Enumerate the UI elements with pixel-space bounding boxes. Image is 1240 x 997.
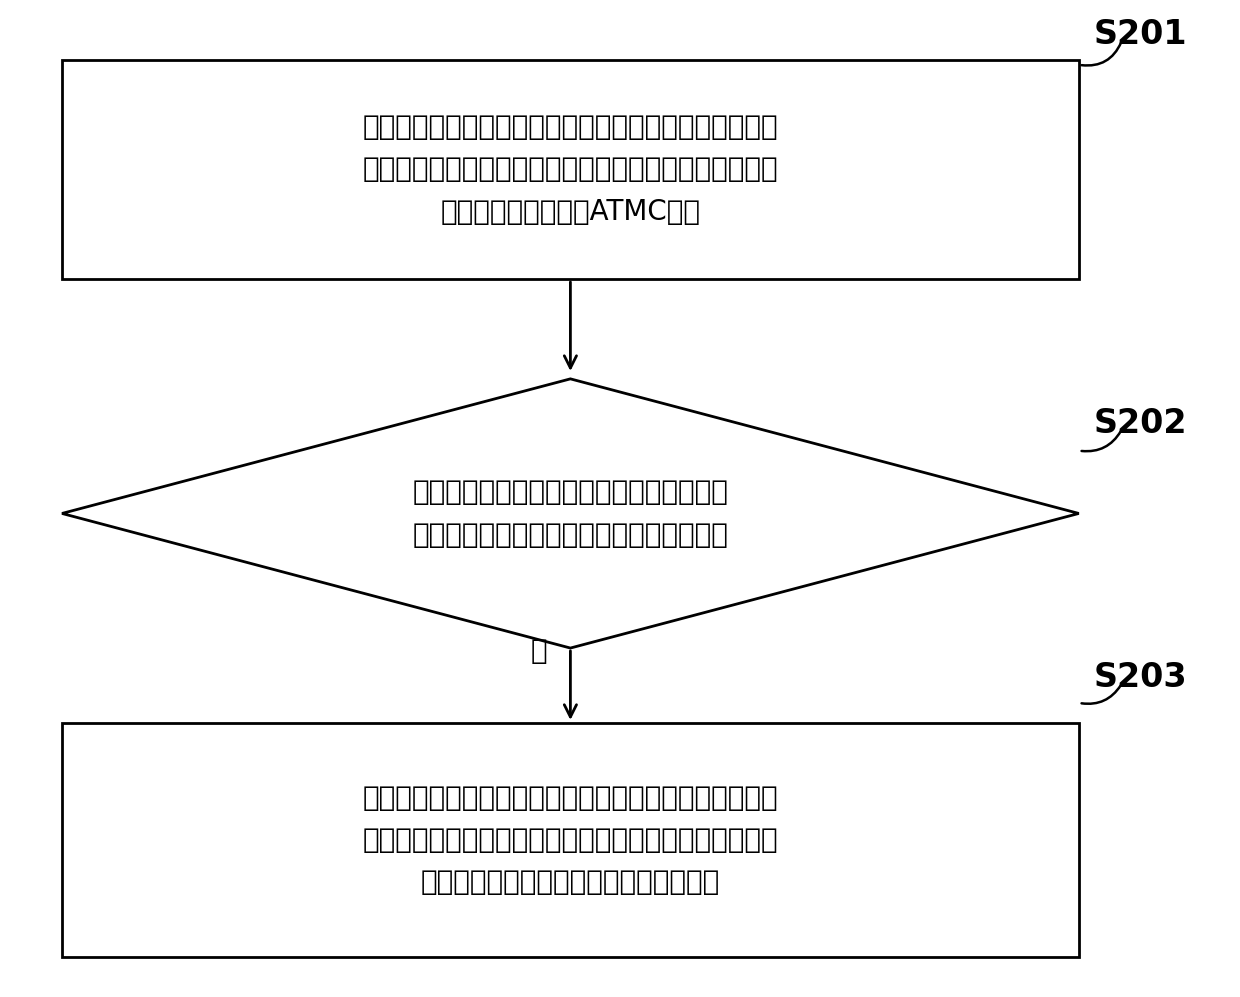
FancyBboxPatch shape bbox=[62, 723, 1079, 957]
Text: S203: S203 bbox=[1094, 661, 1188, 695]
Text: S202: S202 bbox=[1094, 407, 1188, 441]
Text: 通过安装在自助终端上的监控代理程序每隔第二预设时间
读取一次所述自助终端的状态，其中所述监控代理程序独
立于所述自助终端的ATMC应用: 通过安装在自助终端上的监控代理程序每隔第二预设时间 读取一次所述自助终端的状态，… bbox=[362, 114, 779, 225]
Polygon shape bbox=[62, 379, 1079, 648]
FancyBboxPatch shape bbox=[62, 60, 1079, 279]
Text: 判断当前获取的自助终端的各部件状态与上
一次获取的自助终端的各部件状态是否相同: 判断当前获取的自助终端的各部件状态与上 一次获取的自助终端的各部件状态是否相同 bbox=[413, 479, 728, 548]
Text: S201: S201 bbox=[1094, 18, 1188, 52]
Text: 根据当前获取的自助终端状态生成状态报文，并将所述状
态报文发送至监控服务器，使所述监控服务器根据所述状
态报文更新监控到的所述自助终端的状态: 根据当前获取的自助终端状态生成状态报文，并将所述状 态报文发送至监控服务器，使所… bbox=[362, 784, 779, 896]
Text: 否: 否 bbox=[531, 637, 548, 665]
